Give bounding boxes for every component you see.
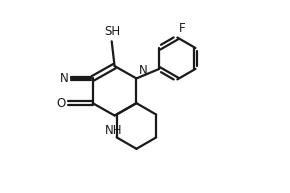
Text: N: N — [139, 63, 148, 77]
Text: SH: SH — [105, 25, 121, 38]
Text: F: F — [179, 22, 186, 35]
Text: O: O — [57, 97, 66, 110]
Text: N: N — [60, 72, 68, 85]
Text: NH: NH — [105, 124, 122, 136]
